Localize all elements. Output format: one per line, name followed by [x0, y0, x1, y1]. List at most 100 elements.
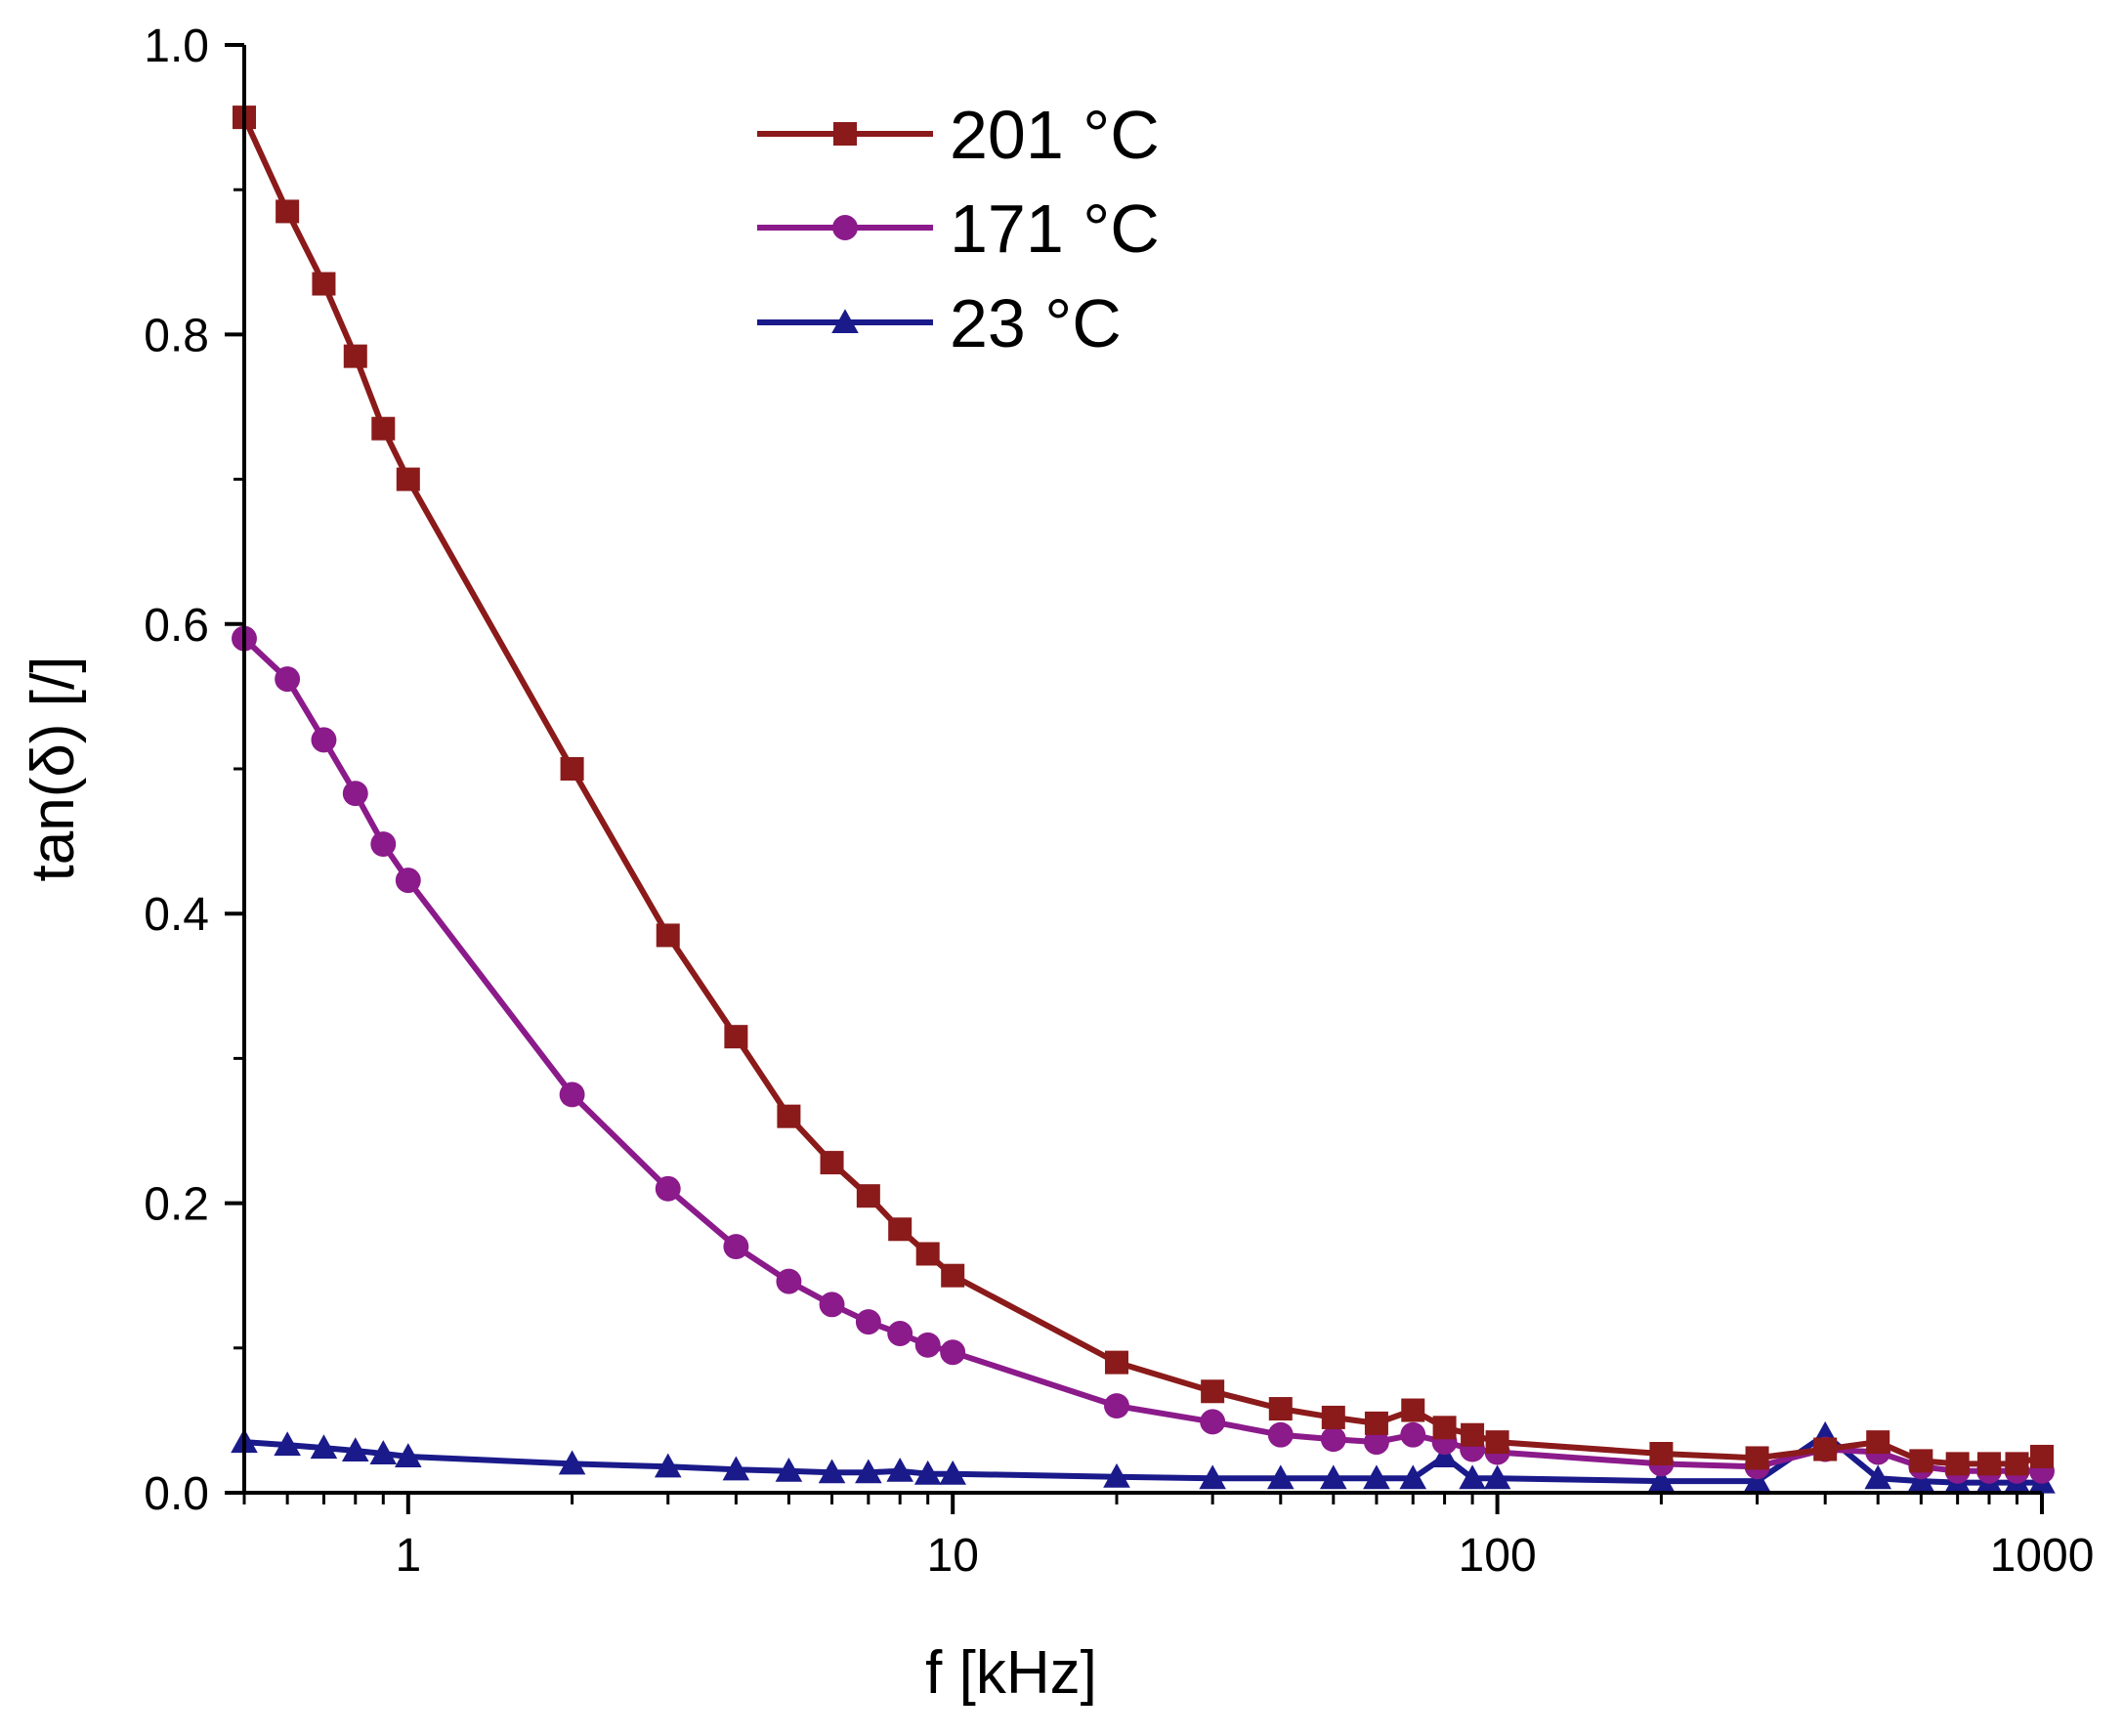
legend-item: 201 °C [757, 97, 1160, 173]
data-point [1267, 1421, 1294, 1448]
data-point [941, 1263, 965, 1288]
data-point [777, 1104, 801, 1128]
data-point [342, 781, 368, 807]
data-point [1266, 1464, 1295, 1490]
legend-label: 201 °C [950, 97, 1160, 173]
x-tick-label: 10 [927, 1530, 979, 1582]
data-point [775, 1457, 803, 1482]
data-point [1199, 1464, 1226, 1490]
data-point [656, 923, 680, 948]
data-point [1745, 1446, 1769, 1470]
data-point [395, 868, 421, 894]
data-point [1401, 1398, 1425, 1422]
data-point [856, 1184, 880, 1208]
data-point [723, 1234, 749, 1260]
y-tick-label: 1.0 [144, 21, 209, 72]
data-point [886, 1457, 913, 1482]
data-point [1363, 1464, 1390, 1490]
y-tick-label: 0.4 [144, 889, 209, 941]
data-point [396, 467, 420, 491]
data-point [558, 1450, 586, 1475]
data-point [887, 1321, 913, 1346]
legend-item: 23 °C [757, 285, 1122, 361]
data-point [371, 416, 396, 441]
data-point [343, 344, 367, 368]
data-point [559, 1081, 585, 1108]
data-point [370, 831, 397, 858]
y-axis-label: tan(δ) [/] [20, 656, 87, 882]
data-point [724, 1025, 748, 1049]
legend-item: 171 °C [757, 191, 1160, 267]
data-point [1200, 1409, 1226, 1435]
data-point [2030, 1444, 2054, 1468]
x-tick-label: 100 [1459, 1530, 1537, 1582]
data-point [888, 1217, 913, 1242]
data-point [1907, 1467, 1935, 1493]
data-point [1320, 1464, 1347, 1490]
data-point [1976, 1452, 2001, 1476]
y-tick-label: 0.6 [144, 600, 209, 652]
data-point [655, 1175, 681, 1202]
data-point [1909, 1449, 1933, 1473]
data-point [1483, 1464, 1511, 1490]
data-point [1321, 1405, 1345, 1429]
data-point [560, 757, 584, 781]
data-point [855, 1309, 881, 1335]
data-point [1399, 1464, 1427, 1490]
data-point [914, 1332, 941, 1358]
data-point [855, 1459, 882, 1484]
data-point [1647, 1467, 1676, 1493]
legend-label: 171 °C [950, 191, 1160, 267]
data-point [1268, 1397, 1293, 1421]
data-point [776, 1268, 802, 1294]
data-point [369, 1440, 398, 1465]
data-point [940, 1339, 966, 1366]
series-triangle [231, 1420, 2056, 1494]
data-point [654, 1453, 682, 1478]
data-point [275, 666, 301, 693]
data-point [2005, 1452, 2029, 1476]
y-tick-label: 0.8 [144, 310, 209, 361]
data-point [310, 1434, 338, 1460]
data-point [1866, 1430, 1890, 1455]
data-point [341, 1437, 369, 1462]
data-point [913, 1460, 942, 1485]
data-point [1320, 1426, 1346, 1453]
x-tick-label: 1000 [1990, 1530, 2095, 1582]
y-tick-label: 0.0 [144, 1468, 209, 1520]
x-axis-label: f [kHz] [925, 1639, 1097, 1707]
data-point [1104, 1350, 1128, 1375]
data-point [1485, 1430, 1509, 1455]
data-point [820, 1151, 844, 1175]
data-point [1400, 1421, 1426, 1448]
data-point [915, 1242, 940, 1266]
data-point [1104, 1393, 1129, 1419]
data-point [722, 1456, 750, 1481]
legend-marker [831, 309, 859, 334]
data-point [394, 1443, 422, 1467]
data-point [1430, 1443, 1459, 1467]
data-point [1363, 1429, 1389, 1456]
data-point [1432, 1416, 1457, 1440]
data-point [1864, 1464, 1892, 1490]
x-tick-label: 1 [395, 1530, 421, 1582]
data-point [274, 1431, 301, 1457]
legend-label: 23 °C [950, 285, 1122, 361]
data-point [1364, 1411, 1388, 1435]
data-point [1459, 1464, 1486, 1490]
data-point [276, 199, 300, 224]
y-tick-label: 0.2 [144, 1179, 209, 1231]
data-point [1103, 1462, 1130, 1488]
data-point [818, 1459, 846, 1484]
data-point [1201, 1379, 1225, 1404]
data-point [1813, 1437, 1838, 1461]
legend-marker [833, 122, 857, 146]
data-point [311, 727, 337, 753]
data-point [1743, 1467, 1771, 1493]
series-square [233, 106, 2054, 1476]
data-point [1461, 1422, 1485, 1447]
data-point [312, 272, 336, 296]
data-point [1649, 1441, 1674, 1465]
data-point [819, 1291, 845, 1318]
